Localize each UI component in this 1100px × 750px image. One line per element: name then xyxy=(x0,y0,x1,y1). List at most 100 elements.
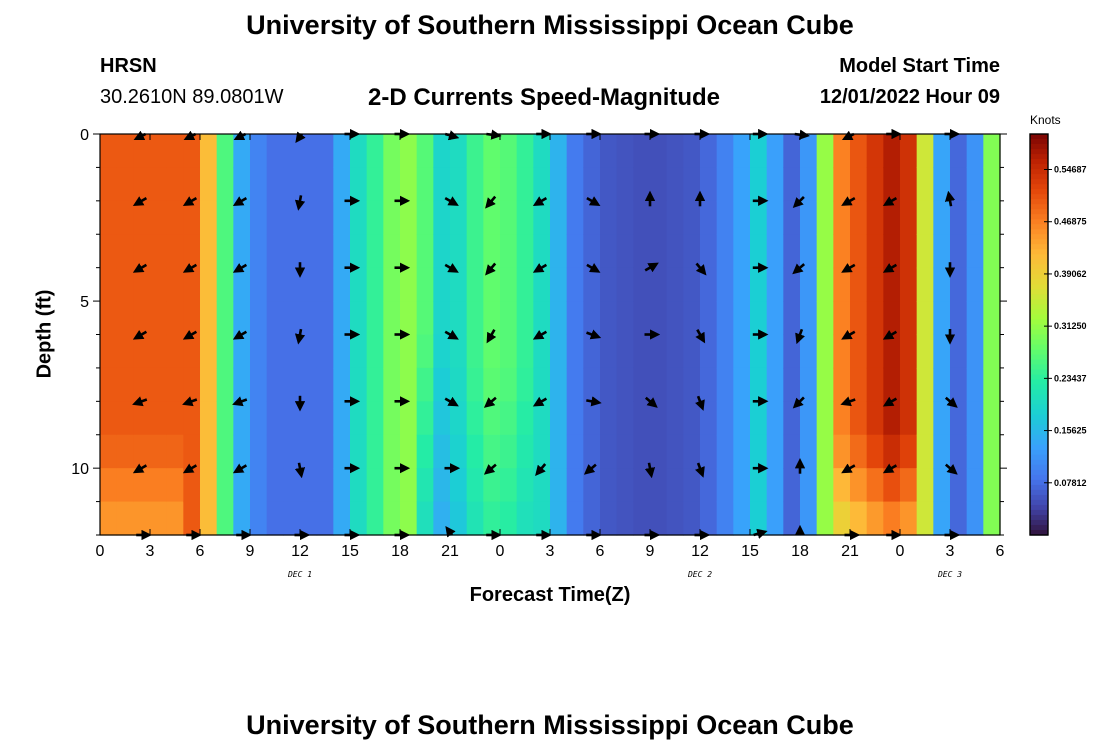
heatmap-cell xyxy=(400,134,418,169)
heatmap-cell xyxy=(333,134,351,169)
heatmap-cell xyxy=(900,234,918,269)
heatmap-cell xyxy=(633,234,651,269)
heatmap-cell xyxy=(383,334,401,369)
heatmap-cell xyxy=(416,501,434,536)
heatmap-cell xyxy=(450,134,468,169)
heatmap-cell xyxy=(166,468,184,503)
heatmap-cell xyxy=(350,134,368,169)
heatmap-cell xyxy=(466,267,484,302)
heatmap-cell xyxy=(116,401,134,436)
heatmap-cell xyxy=(950,301,968,336)
heatmap-cell xyxy=(150,167,168,202)
heatmap-cell xyxy=(166,234,184,269)
heatmap-cell xyxy=(550,401,568,436)
heatmap-cell xyxy=(633,401,651,436)
heatmap-cell xyxy=(450,234,468,269)
heatmap-cell xyxy=(933,401,951,436)
current-vector-arrow xyxy=(294,328,306,345)
colorbar-band xyxy=(1030,509,1048,516)
heatmap-cell xyxy=(450,401,468,436)
heatmap-cell xyxy=(750,267,768,302)
heatmap-cell xyxy=(900,367,918,402)
heatmap-cell xyxy=(766,301,784,336)
heatmap-cell xyxy=(433,468,451,503)
heatmap-cell xyxy=(983,334,1001,369)
x-tick-label: 6 xyxy=(996,543,1005,560)
heatmap-cell xyxy=(533,267,551,302)
heatmap-cell xyxy=(533,401,551,436)
heatmap-cell xyxy=(400,167,418,202)
heatmap-cell xyxy=(966,334,984,369)
heatmap-cell xyxy=(666,468,684,503)
colorbar-band xyxy=(1030,204,1048,210)
colorbar-band xyxy=(1030,454,1048,461)
heatmap-cell xyxy=(916,167,934,202)
heatmap-cell xyxy=(416,167,434,202)
x-tick-label: 6 xyxy=(196,543,205,560)
heatmap-cell xyxy=(216,267,234,302)
heatmap-cell xyxy=(850,401,868,436)
heatmap-cell xyxy=(316,134,334,169)
colorbar-band xyxy=(1030,254,1048,260)
current-vector-arrow xyxy=(294,462,306,479)
heatmap-cell xyxy=(800,434,818,469)
heatmap-cell xyxy=(616,200,634,235)
colorbar-band xyxy=(1030,269,1048,275)
heatmap-cell xyxy=(633,200,651,235)
heatmap-cell xyxy=(416,301,434,336)
current-vector-arrow xyxy=(182,396,198,407)
plot-axes: 0 3 6 9 12 15 18 21 0 3 6 9 12 15 18 21 0 3 6 0 5 10 DEC 1 DEC … xyxy=(71,127,1007,579)
heatmap-cell xyxy=(783,167,801,202)
heatmap-cell xyxy=(200,267,218,302)
heatmap-cell xyxy=(500,301,518,336)
colorbar-tick-label: 0.46875 xyxy=(1054,217,1087,227)
heatmap-cell xyxy=(383,367,401,402)
heatmap-cell xyxy=(883,234,901,269)
colorbar-band xyxy=(1030,289,1048,295)
colorbar-band xyxy=(1030,469,1048,476)
current-vector-arrow xyxy=(232,196,248,206)
heatmap-cell xyxy=(700,167,718,202)
current-vector-arrow xyxy=(586,329,602,340)
heatmap-cell xyxy=(316,468,334,503)
heatmap-cell xyxy=(283,167,301,202)
colorbar-tick-label: 0.07812 xyxy=(1054,478,1087,488)
heatmap-cell xyxy=(600,167,618,202)
heatmap-cell xyxy=(816,501,834,536)
colorbar-band xyxy=(1030,209,1048,215)
colorbar-band xyxy=(1030,154,1048,160)
current-vector-arrow xyxy=(232,396,248,407)
heatmap-cell xyxy=(566,468,584,503)
heatmap-cell xyxy=(700,267,718,302)
heatmap-cell xyxy=(533,367,551,402)
colorbar-band xyxy=(1030,159,1048,165)
heatmap-cell xyxy=(966,267,984,302)
heatmap-cell xyxy=(383,401,401,436)
heatmap-cell xyxy=(600,234,618,269)
heatmap-cell xyxy=(133,267,151,302)
heatmap-cell xyxy=(850,267,868,302)
heatmap-cell xyxy=(433,434,451,469)
colorbar-band xyxy=(1030,264,1048,270)
heatmap-cell xyxy=(366,234,384,269)
colorbar-band xyxy=(1030,359,1048,366)
heatmap-cell xyxy=(750,401,768,436)
heatmap-cell xyxy=(100,301,118,336)
heatmap-cell xyxy=(683,401,701,436)
footer-chart-title: University of Southern Mississippi Ocean… xyxy=(246,710,854,740)
heatmap-cell xyxy=(700,367,718,402)
current-vector-arrow xyxy=(586,396,602,407)
heatmap-cell xyxy=(333,401,351,436)
heatmap-cell xyxy=(150,267,168,302)
heatmap-cell xyxy=(950,167,968,202)
heatmap-cell xyxy=(450,167,468,202)
heatmap-cell xyxy=(850,301,868,336)
heatmap-cell xyxy=(733,367,751,402)
heatmap-cell xyxy=(516,401,534,436)
heatmap-cell xyxy=(483,434,501,469)
heatmap-cell xyxy=(766,167,784,202)
colorbar-band xyxy=(1030,484,1048,491)
heatmap-cell xyxy=(666,134,684,169)
heatmap-cell xyxy=(716,468,734,503)
heatmap-cell xyxy=(566,234,584,269)
